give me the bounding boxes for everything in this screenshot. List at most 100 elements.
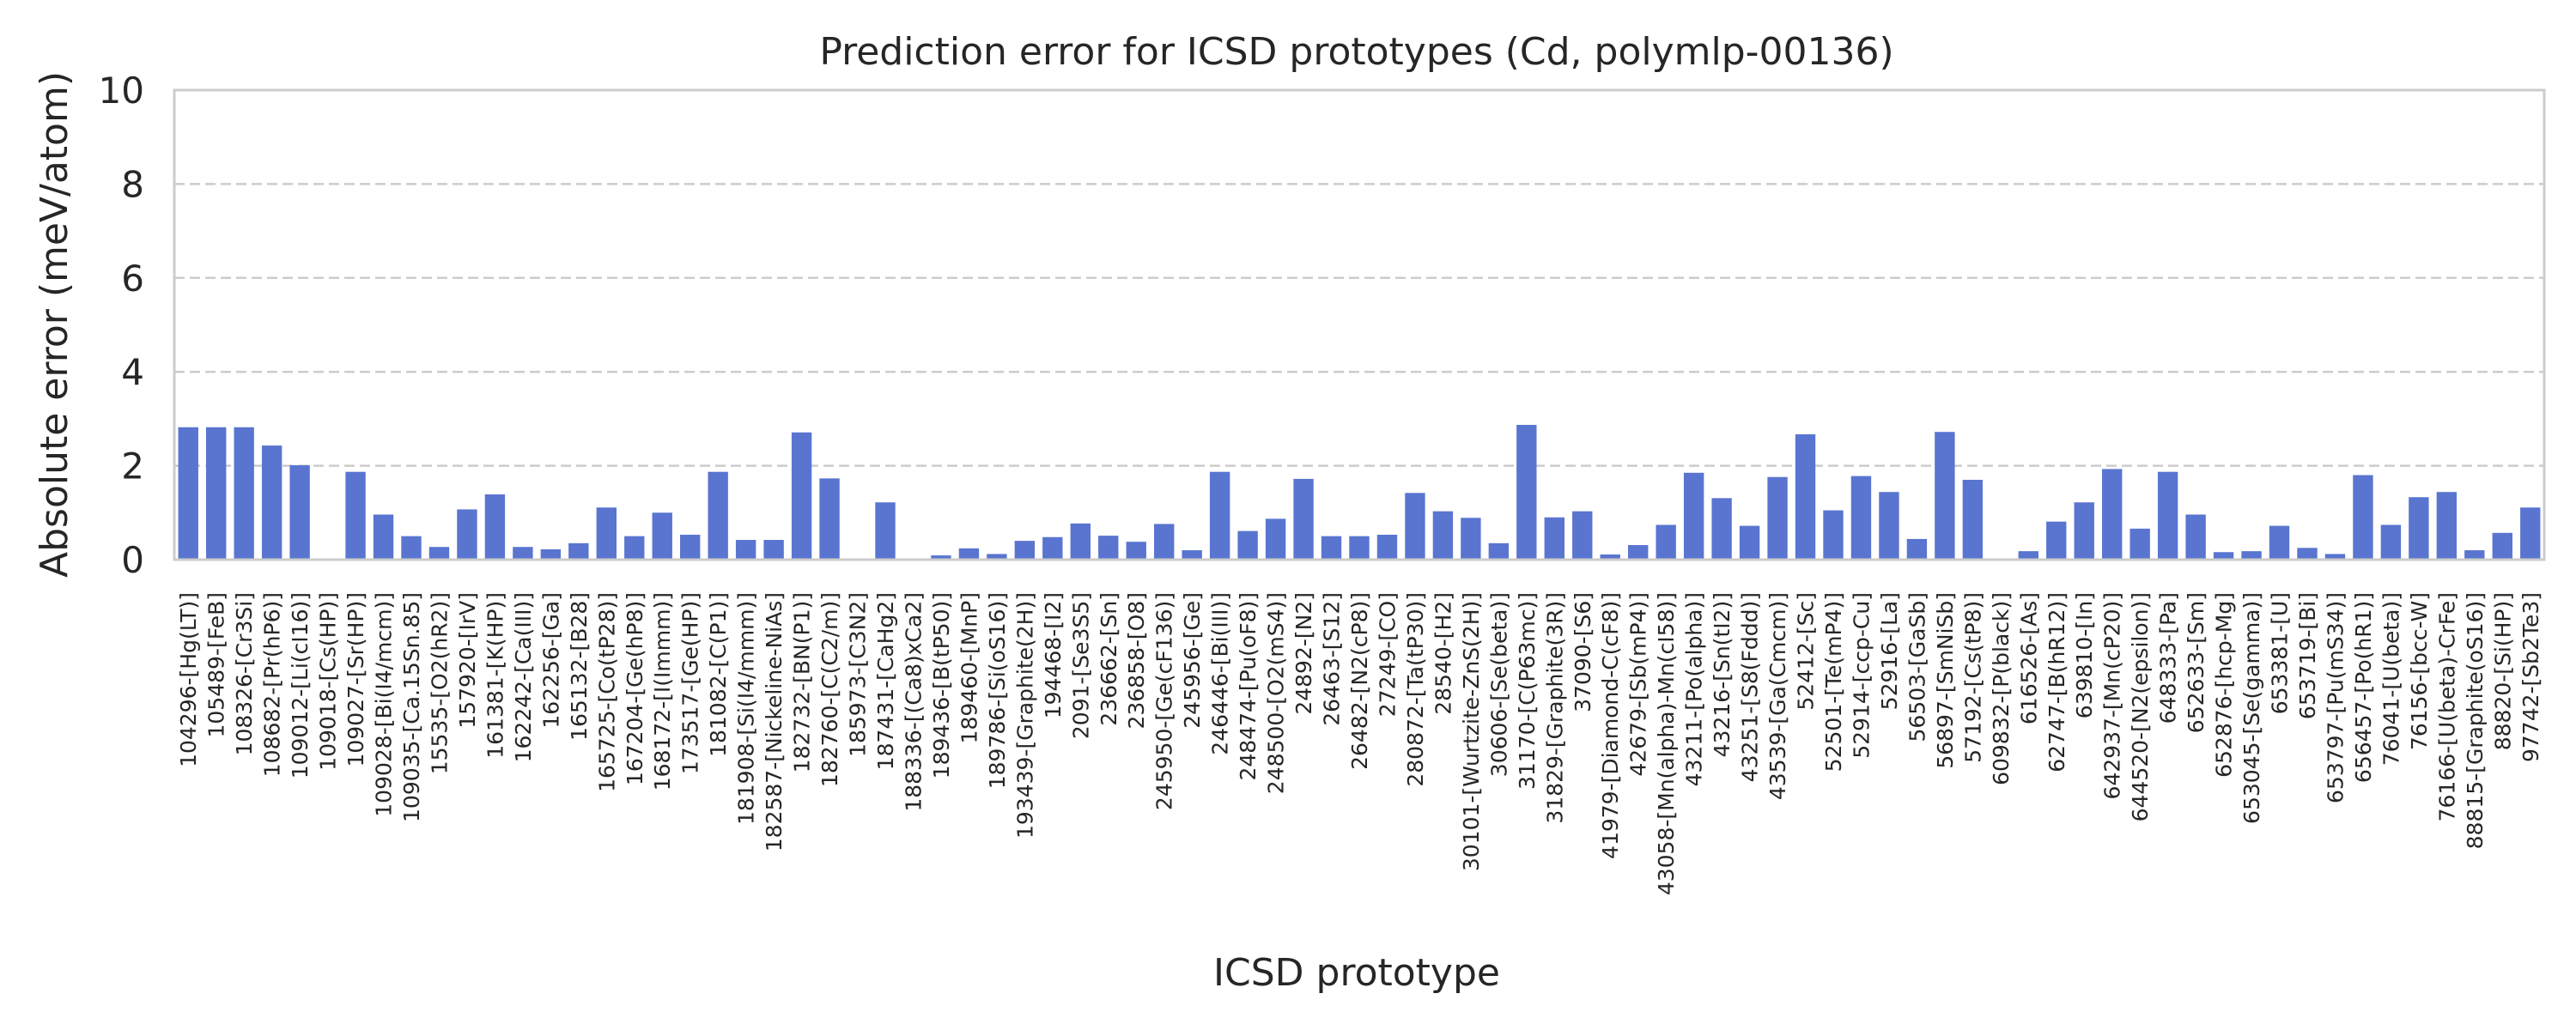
bar	[1126, 542, 1146, 560]
x-tick-label: 194468-[I2]	[1041, 592, 1066, 718]
x-tick-label: 56897-[SmNiSb]	[1933, 592, 1958, 769]
bar	[2492, 532, 2512, 560]
x-tick-labels: 104296-[Hg(LT)] 105489-[FeB] 108326-[Cr3Si…	[176, 592, 2543, 895]
bar	[2324, 554, 2346, 560]
bar	[791, 432, 812, 560]
bar	[1683, 472, 1704, 560]
bar	[1405, 493, 1425, 560]
x-tick-label: 76156-[bcc-W]	[2407, 592, 2432, 750]
x-tick-label: 165132-[B28]	[567, 592, 592, 741]
bar	[1850, 476, 1872, 560]
bar	[2436, 492, 2458, 560]
bar	[2409, 497, 2429, 560]
bar	[1014, 541, 1036, 560]
x-tick-label: 105489-[FeB]	[204, 592, 229, 738]
bar	[1182, 550, 1202, 560]
x-tick-label: 653045-[Se(gamma)]	[2239, 592, 2264, 824]
x-tick-label: 185973-[C3N2]	[846, 592, 871, 757]
x-tick-label: 189436-[B(tP50)]	[929, 592, 954, 779]
bar	[345, 471, 366, 560]
bar	[624, 536, 645, 560]
bar	[206, 427, 227, 560]
bar	[819, 478, 840, 560]
bar	[1795, 433, 1816, 560]
x-tick-label: 189786-[Si(oS16)]	[985, 592, 1010, 789]
x-tick-label: 167204-[Ge(hP8)]	[623, 592, 647, 785]
x-tick-label: 52412-[Sc]	[1794, 592, 1819, 711]
x-tick-label: 108326-[Cr3Si]	[232, 592, 257, 755]
x-tick-label: 88815-[Graphite(oS16)]	[2463, 592, 2488, 849]
x-tick-label: 642937-[Mn(cP20)]	[2100, 592, 2125, 800]
x-tick-label: 27249-[CO]	[1375, 592, 1400, 717]
x-tick-label: 15535-[O2(hR2)]	[427, 592, 452, 774]
x-tick-label: 57192-[Cs(tP8)]	[1960, 592, 1985, 763]
x-tick-label: 639810-[In]	[2072, 592, 2097, 718]
x-tick-label: 157920-[IrV]	[455, 592, 480, 729]
x-tick-label: 56503-[GaSb]	[1905, 592, 1929, 742]
bar	[1711, 498, 1732, 560]
x-tick-label: 28540-[H2]	[1431, 592, 1455, 715]
x-tick-label: 161381-[K(HP)]	[483, 592, 507, 759]
x-tick-label: 162256-[Ga]	[538, 592, 563, 729]
x-tick-label: 43211-[Po(alpha)]	[1682, 592, 1707, 786]
bar	[1209, 471, 1230, 560]
gridlines	[174, 183, 2544, 467]
bar	[428, 547, 450, 560]
bar	[2464, 550, 2485, 560]
x-tick-label: 109035-[Ca.15Sn.85]	[399, 592, 424, 822]
bar	[178, 427, 198, 560]
bar	[1516, 425, 1537, 560]
x-tick-label: 43058-[Mn(alpha)-Mn(cI58)]	[1654, 592, 1679, 895]
bar	[2102, 469, 2123, 560]
x-tick-label: 42679-[Sb(mP4)]	[1626, 592, 1651, 777]
y-tick-label: 4	[121, 351, 144, 393]
bar	[2185, 514, 2206, 560]
y-axis-label: Absolute error (meV/atom)	[33, 71, 76, 578]
bar	[568, 542, 589, 560]
bar	[2046, 521, 2067, 560]
x-tick-label: 644520-[N2(epsilon)]	[2128, 592, 2153, 821]
bar	[2157, 471, 2178, 560]
x-tick-label: 616526-[As]	[2016, 592, 2041, 724]
bar	[958, 548, 980, 560]
bar	[261, 445, 283, 560]
bar	[652, 512, 672, 560]
bar	[763, 540, 784, 560]
bar	[596, 507, 617, 560]
x-tick-label: 108682-[Pr(hP6)]	[260, 592, 285, 777]
bar	[2213, 552, 2234, 560]
x-tick-label: 187431-[CaHg2]	[873, 592, 898, 770]
x-tick-label: 168172-[I(Immm)]	[650, 592, 675, 791]
x-tick-label: 609832-[P(black)]	[1989, 592, 2014, 785]
y-tick-label: 2	[121, 445, 144, 488]
y-tick-label: 10	[99, 70, 144, 112]
bar	[513, 547, 533, 560]
bar	[457, 509, 477, 560]
x-tick-label: 653381-[U]	[2268, 592, 2293, 714]
x-tick-label: 280872-[Ta(tP30)]	[1403, 592, 1428, 787]
x-tick-label: 76166-[U(beta)-CrFe]	[2434, 592, 2459, 821]
bar	[1349, 536, 1370, 560]
bar	[708, 471, 728, 560]
x-tick-label: 43216-[Sn(tI2)]	[1710, 592, 1735, 757]
bar	[931, 555, 951, 560]
bar	[1237, 530, 1258, 560]
plot-frame	[173, 88, 2546, 561]
y-tick-label: 0	[121, 539, 144, 581]
y-tick-labels: 0 2 4 6 8 10	[99, 70, 144, 581]
bar	[2269, 525, 2290, 560]
bar	[2018, 551, 2038, 560]
bar	[373, 514, 394, 560]
x-tick-label: 245950-[Ge(cF136)]	[1152, 592, 1177, 810]
bar	[875, 502, 896, 560]
x-tick-label: 26482-[N2(cP8)]	[1347, 592, 1372, 770]
bar	[1461, 518, 1481, 560]
bar	[1628, 545, 1649, 560]
x-tick-label: 30606-[Se(beta)]	[1486, 592, 1511, 777]
x-tick-label: 652633-[Sm]	[2184, 592, 2208, 733]
bar	[540, 548, 562, 560]
x-tick-label: 182760-[C(C2/m)]	[817, 592, 842, 787]
bar	[680, 535, 701, 560]
x-tick-label: 162242-[Ca(III)]	[511, 592, 536, 762]
